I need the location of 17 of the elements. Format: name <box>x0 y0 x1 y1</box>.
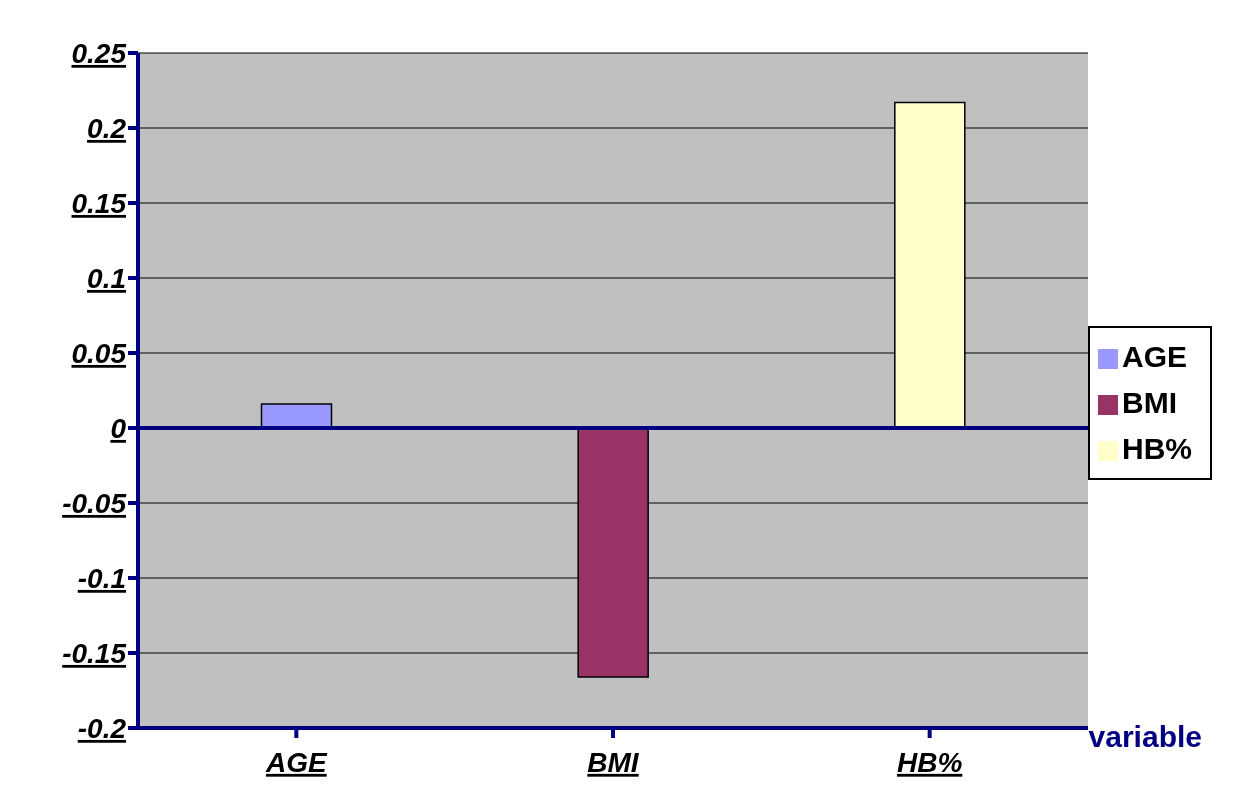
x-tick-label: AGE <box>264 746 328 778</box>
x-tick-label: HB% <box>896 746 963 778</box>
y-tick-label: 0.15 <box>71 187 127 219</box>
legend-label: BMI <box>1121 386 1177 419</box>
y-tick-label: 0 <box>110 412 127 444</box>
y-tick-label: 0.1 <box>87 262 126 294</box>
y-tick-label: 0.25 <box>71 37 127 69</box>
y-tick-label: -0.15 <box>62 637 127 669</box>
y-tick-label: -0.2 <box>77 712 127 744</box>
y-tick-label: -0.05 <box>62 487 127 519</box>
x-tick-label: BMI <box>587 746 640 778</box>
y-tick-label: -0.1 <box>77 562 126 594</box>
legend-label: AGE <box>1121 340 1187 373</box>
y-tick-label: 0.2 <box>87 112 127 144</box>
y-tick-label: 0.05 <box>71 337 127 369</box>
x-axis-title: variable <box>1088 720 1202 754</box>
legend-label: HB% <box>1121 432 1192 465</box>
